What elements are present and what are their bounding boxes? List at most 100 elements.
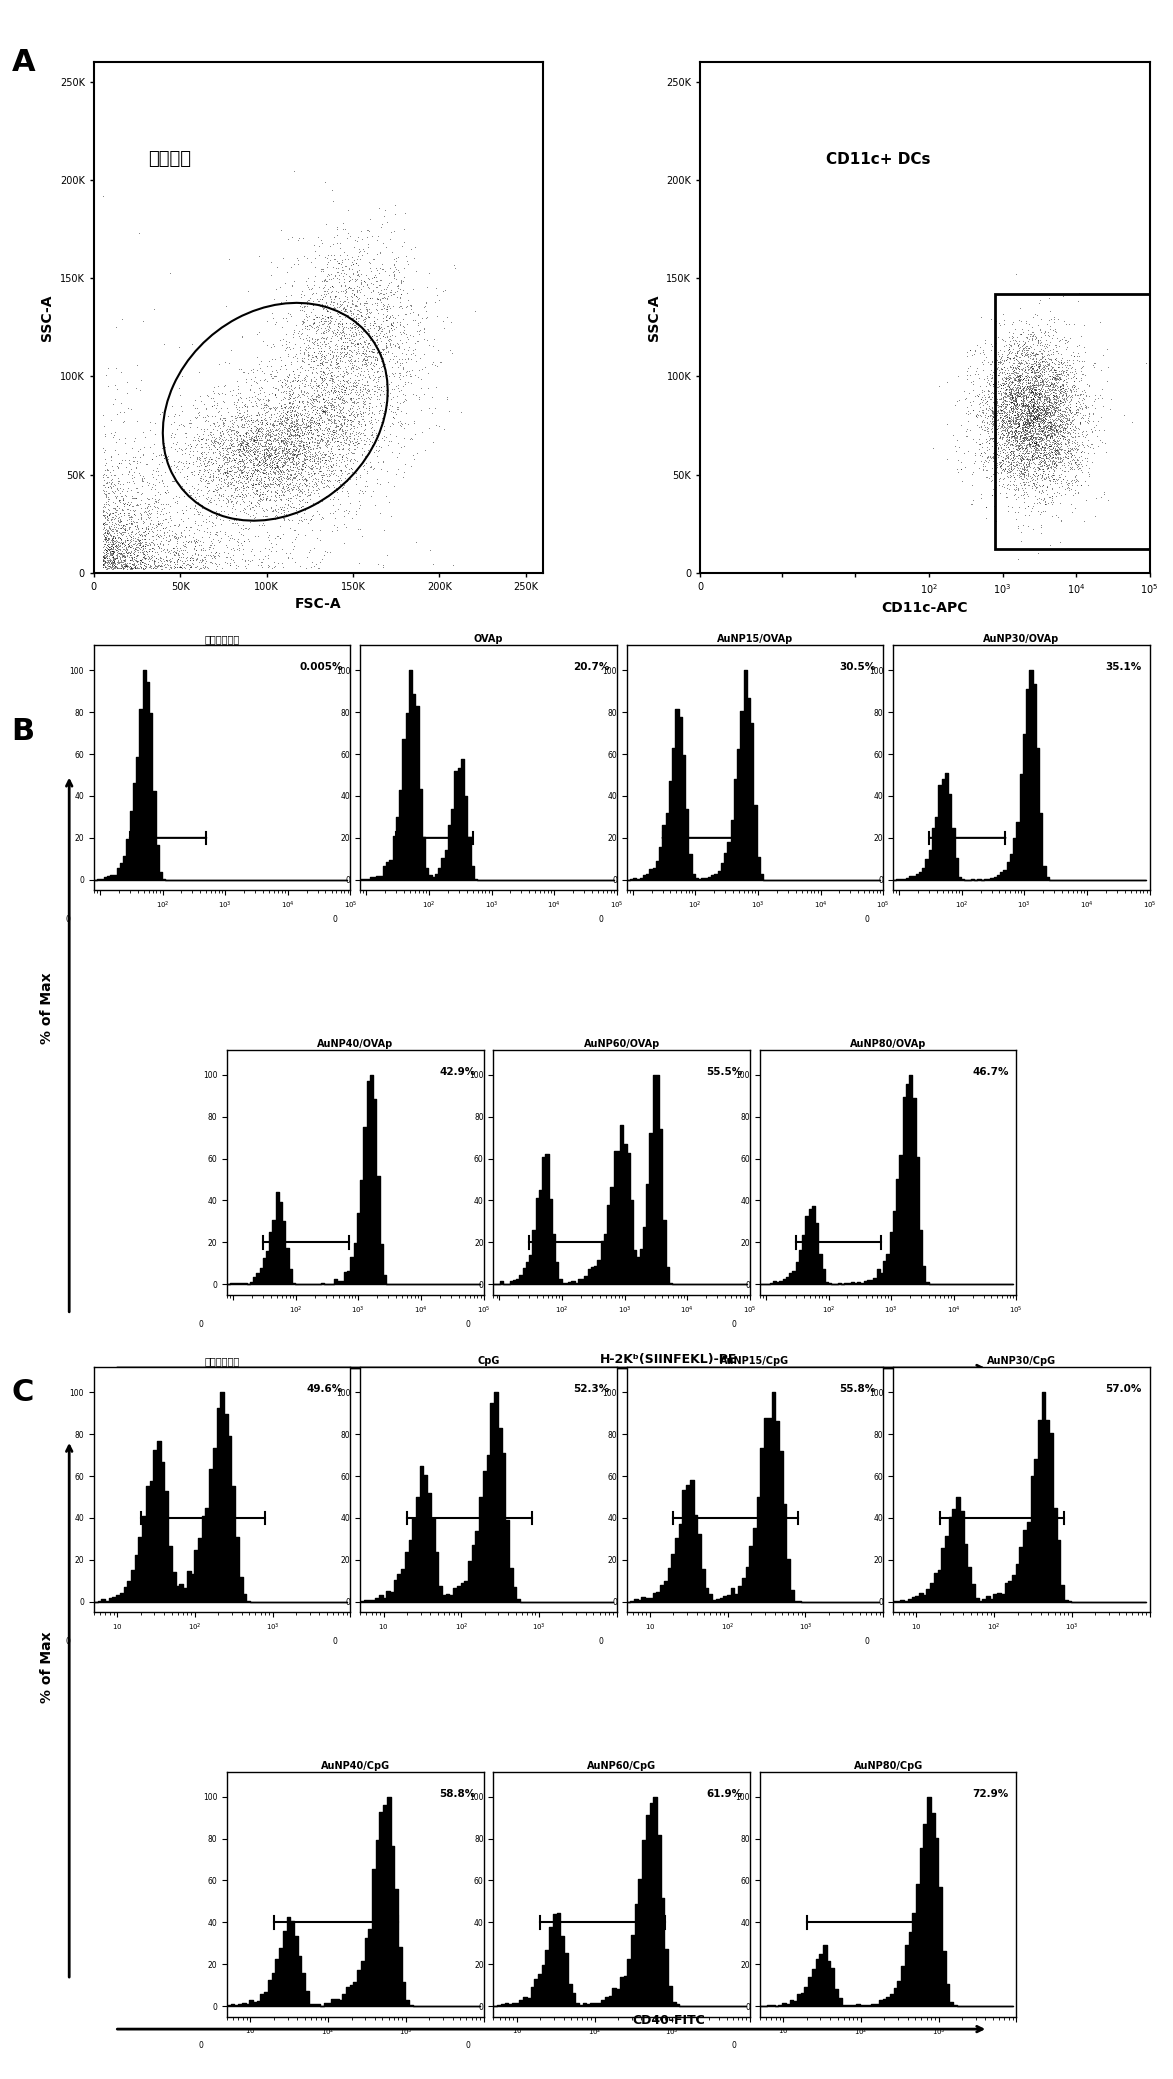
Point	[103, 484, 122, 518]
Point	[352, 297, 371, 331]
Point	[1056, 437, 1074, 470]
Point	[331, 412, 350, 445]
Point	[1040, 430, 1059, 464]
Point	[100, 497, 118, 530]
Point	[981, 422, 999, 455]
Point	[1030, 474, 1049, 507]
Point	[377, 316, 395, 349]
Point	[96, 522, 115, 555]
Point	[991, 420, 1010, 453]
Point	[1026, 416, 1045, 449]
Point	[320, 464, 339, 497]
Point	[218, 466, 237, 499]
Point	[347, 385, 366, 418]
Point	[1049, 430, 1067, 464]
Point	[95, 499, 114, 532]
Point	[1006, 407, 1025, 441]
Point	[249, 383, 267, 416]
Point	[1051, 345, 1070, 378]
Point	[219, 443, 238, 476]
Point	[1008, 439, 1026, 472]
Point	[1018, 351, 1037, 385]
Point	[972, 405, 991, 439]
Point	[335, 495, 354, 528]
Point	[1030, 378, 1049, 412]
Point	[264, 362, 283, 395]
Point	[1058, 345, 1077, 378]
Point	[334, 291, 353, 324]
Point	[296, 451, 314, 484]
Point	[289, 243, 307, 277]
Point	[293, 418, 312, 451]
Point	[1026, 414, 1045, 447]
Point	[1028, 351, 1046, 385]
Point	[266, 441, 285, 474]
Point	[1008, 387, 1026, 420]
Point	[1065, 453, 1084, 486]
Point	[394, 310, 413, 343]
Point	[1023, 372, 1042, 405]
Point	[300, 468, 319, 501]
Point	[188, 474, 206, 507]
Point	[1018, 412, 1037, 445]
Point	[1004, 403, 1023, 437]
Point	[1036, 399, 1055, 432]
Point	[334, 368, 353, 401]
Point	[283, 453, 301, 486]
Point	[1005, 403, 1024, 437]
Point	[320, 306, 339, 339]
Point	[117, 549, 136, 582]
Point	[343, 285, 361, 318]
Point	[144, 545, 163, 578]
Point	[350, 389, 368, 422]
Point	[249, 468, 267, 501]
Point	[1039, 337, 1058, 370]
Point	[1012, 439, 1031, 472]
Point	[1043, 387, 1062, 420]
Point	[314, 362, 333, 395]
Point	[1028, 341, 1046, 374]
Point	[1052, 397, 1071, 430]
Point	[1052, 385, 1071, 418]
Point	[358, 455, 377, 489]
Point	[326, 370, 345, 403]
Point	[385, 243, 404, 277]
Point	[1022, 385, 1040, 418]
Point	[289, 222, 307, 256]
Point	[1045, 378, 1064, 412]
Point	[138, 486, 157, 520]
Point	[1022, 339, 1040, 372]
Point	[1015, 418, 1033, 451]
Point	[339, 349, 358, 383]
Point	[1024, 439, 1043, 472]
Point	[253, 414, 272, 447]
Point	[1004, 387, 1023, 420]
Point	[991, 378, 1010, 412]
Point	[978, 405, 997, 439]
Point	[1059, 426, 1078, 459]
Point	[94, 499, 113, 532]
Point	[955, 383, 974, 416]
Point	[1013, 462, 1032, 495]
Point	[221, 410, 239, 443]
Point	[1024, 401, 1043, 435]
Point	[1040, 422, 1059, 455]
Point	[230, 459, 249, 493]
Point	[1049, 358, 1067, 391]
Point	[108, 545, 127, 578]
Point	[1036, 378, 1055, 412]
Point	[294, 326, 313, 360]
Point	[306, 447, 325, 480]
Point	[233, 478, 252, 511]
Point	[250, 445, 269, 478]
Point	[263, 432, 282, 466]
Point	[277, 353, 296, 387]
Point	[1004, 306, 1023, 339]
Point	[1010, 459, 1029, 493]
Point	[240, 478, 259, 511]
Point	[272, 497, 291, 530]
Point	[324, 447, 343, 480]
Point	[338, 289, 357, 322]
Point	[298, 414, 317, 447]
Point	[1077, 378, 1096, 412]
